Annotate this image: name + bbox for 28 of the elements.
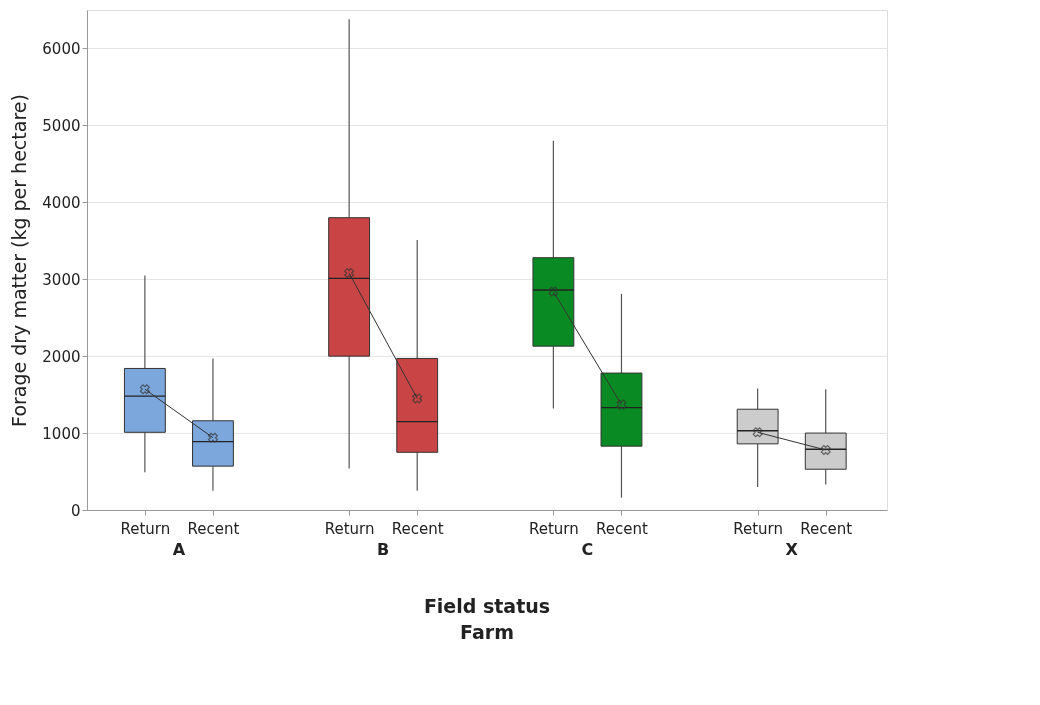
x-axis-title: Field status Farm [423, 595, 551, 643]
y-axis-title: Forage dry matter (kg per hectare) [8, 94, 31, 427]
x-tick-label: Recent [391, 519, 444, 538]
y-tick-label: 0 [70, 501, 81, 520]
x-tick-label: Return [733, 519, 784, 538]
y-tick-label: 6000 [42, 39, 81, 58]
x-tick-label: Return [324, 519, 375, 538]
point [207, 432, 218, 443]
x-tick-label: Recent [596, 519, 649, 538]
point [344, 268, 355, 279]
y-tick-label: 5000 [42, 116, 81, 135]
x-tick-label: Recent [800, 519, 853, 538]
y-tick-label: 1000 [42, 424, 81, 443]
x-tick-label: Return [120, 519, 171, 538]
point [548, 286, 559, 297]
point [412, 393, 423, 404]
y-tick-label: 4000 [42, 193, 81, 212]
point [139, 384, 150, 395]
x-tick-label: Recent [187, 519, 240, 538]
text: C [581, 540, 594, 559]
point [752, 427, 763, 438]
text: A [172, 540, 186, 559]
x-tick-label: Return [528, 519, 579, 538]
y-tick-label: 3000 [42, 270, 81, 289]
text: X [785, 540, 799, 559]
text: B [377, 540, 390, 559]
y-tick-label: 2000 [42, 347, 81, 366]
point [616, 399, 627, 410]
